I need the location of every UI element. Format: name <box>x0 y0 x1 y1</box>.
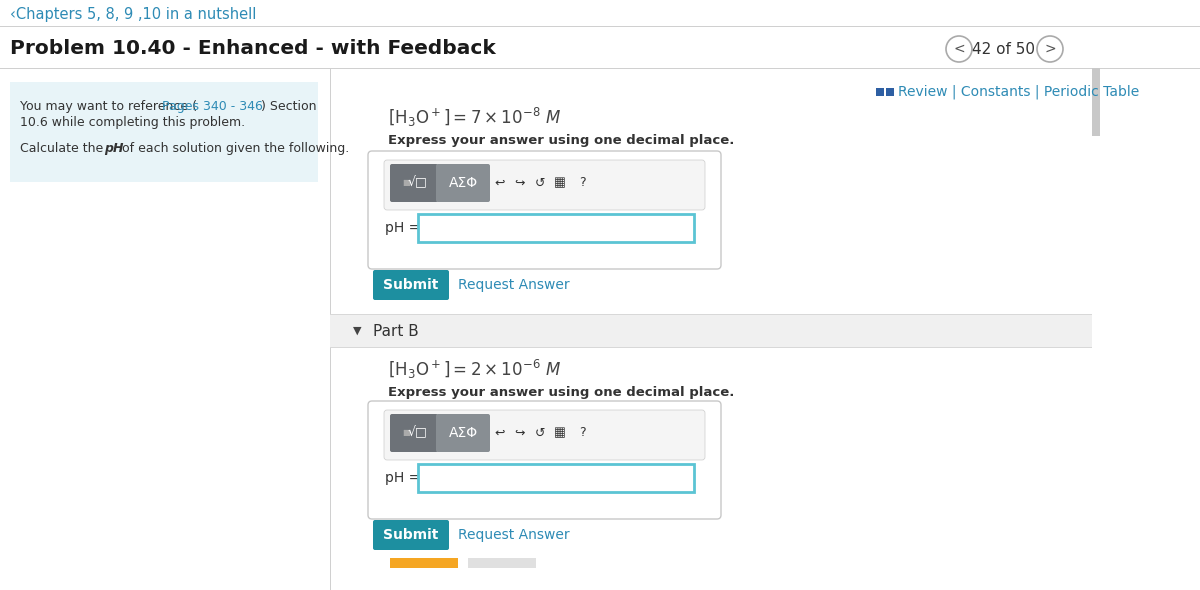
Text: ) Section: ) Section <box>262 100 317 113</box>
FancyBboxPatch shape <box>373 520 449 550</box>
Text: Review | Constants | Periodic Table: Review | Constants | Periodic Table <box>898 85 1139 99</box>
Text: 10.6 while completing this problem.: 10.6 while completing this problem. <box>20 116 245 129</box>
Text: ■: ■ <box>402 428 410 438</box>
Text: ?: ? <box>578 176 586 189</box>
Text: ↪: ↪ <box>515 176 526 189</box>
Text: ?: ? <box>578 427 586 440</box>
FancyBboxPatch shape <box>418 214 694 242</box>
FancyBboxPatch shape <box>384 410 706 460</box>
Text: $[\mathrm{H_3O^+}] = 2 \times 10^{-6}\ \mathit{M}$: $[\mathrm{H_3O^+}] = 2 \times 10^{-6}\ \… <box>388 358 562 381</box>
Text: Express your answer using one decimal place.: Express your answer using one decimal pl… <box>388 386 734 399</box>
Text: ■: ■ <box>402 179 410 188</box>
FancyBboxPatch shape <box>10 82 318 182</box>
Text: You may want to reference (: You may want to reference ( <box>20 100 197 113</box>
Text: Pages 340 - 346: Pages 340 - 346 <box>162 100 263 113</box>
FancyBboxPatch shape <box>436 164 490 202</box>
Bar <box>886 88 894 96</box>
Text: ↪: ↪ <box>515 427 526 440</box>
Text: Express your answer using one decimal place.: Express your answer using one decimal pl… <box>388 134 734 147</box>
Text: ▦: ▦ <box>554 427 566 440</box>
FancyBboxPatch shape <box>368 151 721 269</box>
Text: ↺: ↺ <box>535 176 545 189</box>
Text: Problem 10.40 - Enhanced - with Feedback: Problem 10.40 - Enhanced - with Feedback <box>10 40 496 58</box>
Bar <box>0 26 1200 27</box>
Text: ΑΣΦ: ΑΣΦ <box>449 176 478 190</box>
Text: ↩: ↩ <box>494 427 505 440</box>
Text: $[\mathrm{H_3O^+}] = 7 \times 10^{-8}\ \mathit{M}$: $[\mathrm{H_3O^+}] = 7 \times 10^{-8}\ \… <box>388 106 562 129</box>
Text: Request Answer: Request Answer <box>458 278 570 292</box>
FancyBboxPatch shape <box>373 270 449 300</box>
FancyBboxPatch shape <box>390 414 438 452</box>
Text: pH =: pH = <box>385 471 420 485</box>
Text: √□: √□ <box>408 176 427 189</box>
Text: ▼: ▼ <box>353 326 361 336</box>
FancyBboxPatch shape <box>368 401 721 519</box>
Text: 42 of 50: 42 of 50 <box>972 41 1036 57</box>
Text: ↩: ↩ <box>494 176 505 189</box>
FancyBboxPatch shape <box>390 164 438 202</box>
Bar <box>330 347 1092 348</box>
Bar <box>330 314 1092 348</box>
FancyBboxPatch shape <box>436 414 490 452</box>
Bar <box>1092 68 1100 136</box>
Circle shape <box>1037 36 1063 62</box>
Text: √□: √□ <box>408 427 427 440</box>
Text: pH: pH <box>104 142 124 155</box>
Bar <box>390 558 458 568</box>
Text: ΑΣΦ: ΑΣΦ <box>449 426 478 440</box>
Text: ↺: ↺ <box>535 427 545 440</box>
Text: pH =: pH = <box>385 221 420 235</box>
Text: ▦: ▦ <box>554 176 566 189</box>
FancyBboxPatch shape <box>418 464 694 492</box>
Text: Submit: Submit <box>383 528 439 542</box>
Circle shape <box>946 36 972 62</box>
Bar <box>876 88 884 96</box>
Bar <box>0 68 1200 69</box>
Text: Request Answer: Request Answer <box>458 528 570 542</box>
FancyBboxPatch shape <box>384 160 706 210</box>
Text: >: > <box>1044 42 1056 56</box>
Text: <: < <box>953 42 965 56</box>
Text: Calculate the: Calculate the <box>20 142 107 155</box>
Text: Submit: Submit <box>383 278 439 292</box>
Text: Part B: Part B <box>373 323 419 339</box>
Text: of each solution given the following.: of each solution given the following. <box>118 142 349 155</box>
Bar <box>330 314 1092 315</box>
Bar <box>468 558 536 568</box>
Text: ‹Chapters 5, 8, 9 ,10 in a nutshell: ‹Chapters 5, 8, 9 ,10 in a nutshell <box>10 6 257 21</box>
